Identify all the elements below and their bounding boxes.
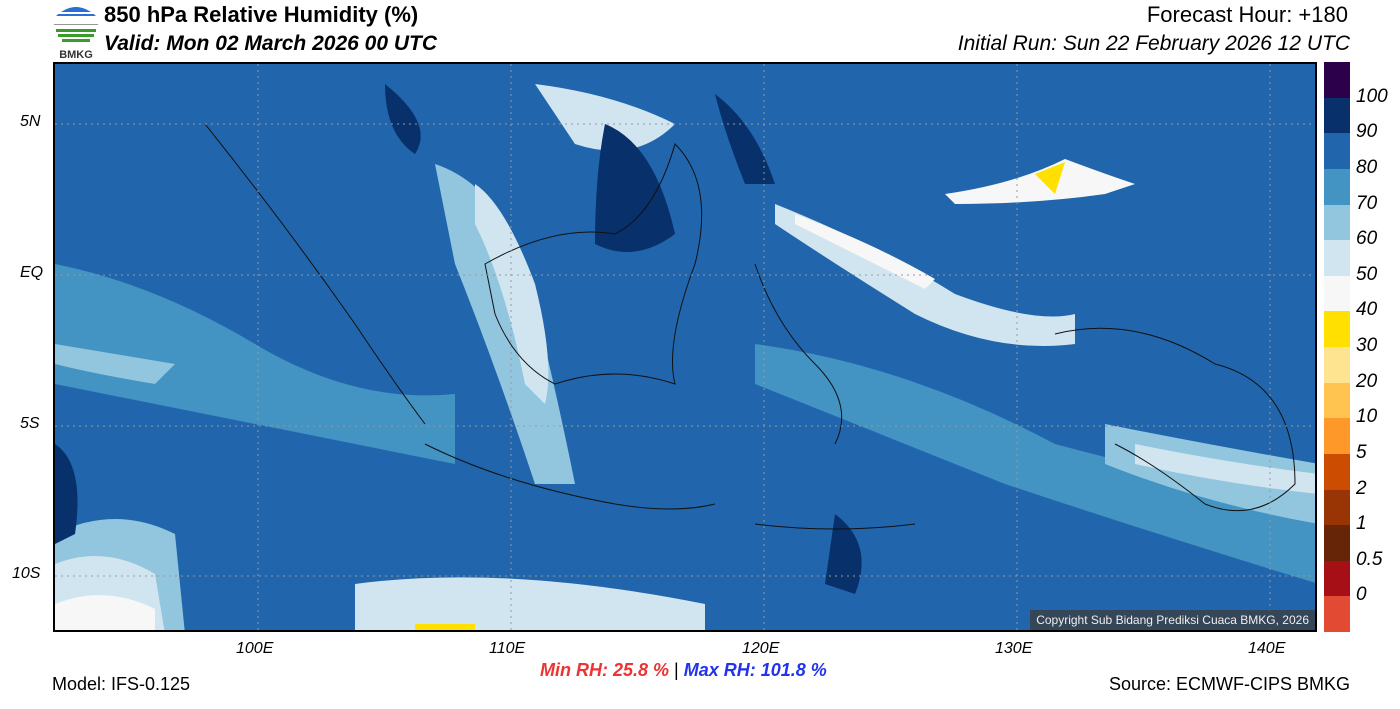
colorbar-label: 30 [1356,335,1378,356]
colorbar-label: 5 [1356,441,1367,463]
colorbar-segment [1324,453,1350,490]
humidity-map: Copyright Sub Bidang Prediksi Cuaca BMKG… [53,62,1317,632]
max-rh: Max RH: 101.8 % [683,660,827,680]
colorbar-label: 20 [1356,370,1378,392]
colorbar-segment [1324,275,1350,312]
colorbar-label: 0 [1356,584,1367,606]
lat-tick: 10S [12,565,41,582]
colorbar-segment [1324,168,1350,205]
colorbar-label: 90 [1356,121,1378,143]
colorbar-segment [1324,560,1350,597]
colorbar-label: 80 [1356,156,1378,178]
colorbar [1324,62,1350,632]
colorbar-segment [1324,347,1350,383]
humidity-field [55,64,1315,630]
colorbar-label: 60 [1356,228,1378,250]
chart-title: 850 hPa Relative Humidity (%) [104,2,419,27]
lat-tick: 5N [20,113,41,130]
colorbar-label: 0.5 [1356,548,1383,570]
humidity-contours [55,84,1315,630]
source-label: Source: ECMWF-CIPS BMKG [1108,674,1350,694]
lat-tick: 5S [20,415,40,432]
rh-stats: Min RH: 25.8 % | Max RH: 101.8 % [540,660,827,681]
gridlines [55,64,1315,630]
colorbar-segment [1324,525,1350,561]
bmkg-logo: BMKG [52,2,100,61]
colorbar-segment [1324,596,1350,632]
valid-time: Valid: Mon 02 March 2026 00 UTC [104,32,437,55]
initial-run: Initial Run: Sun 22 February 2026 12 UTC [957,32,1350,55]
colorbar-segment [1324,489,1350,526]
min-rh: Min RH: 25.8 % [540,660,670,680]
colorbar-label: 10 [1356,406,1378,428]
lon-tick: 120E [742,640,780,657]
lat-tick: EQ [20,264,44,281]
colorbar-segment [1324,311,1350,347]
colorbar-segment [1324,204,1350,241]
copyright-notice: Copyright Sub Bidang Prediksi Cuaca BMKG… [1030,610,1315,630]
separator: | [674,660,679,680]
colorbar-segment [1324,133,1350,169]
lon-tick: 110E [489,640,526,657]
coastlines [204,123,1296,530]
forecast-hour: Forecast Hour: +180 [1146,2,1348,27]
colorbar-label: 2 [1356,477,1367,499]
colorbar-label: 1 [1356,513,1367,535]
colorbar-segment [1324,382,1350,419]
colorbar-segment [1324,418,1350,454]
colorbar-label: 70 [1356,192,1378,214]
colorbar-segment [1324,62,1350,98]
colorbar-segment [1324,97,1350,134]
model-label: Model: IFS-0.125 [52,674,191,694]
lon-tick: 140E [1248,640,1286,657]
colorbar-segment [1324,240,1350,276]
colorbar-label: 100 [1356,85,1388,107]
colorbar-label: 50 [1356,263,1378,285]
lon-tick: 100E [236,640,274,657]
lon-tick: 130E [995,640,1033,657]
colorbar-label: 40 [1356,299,1378,321]
